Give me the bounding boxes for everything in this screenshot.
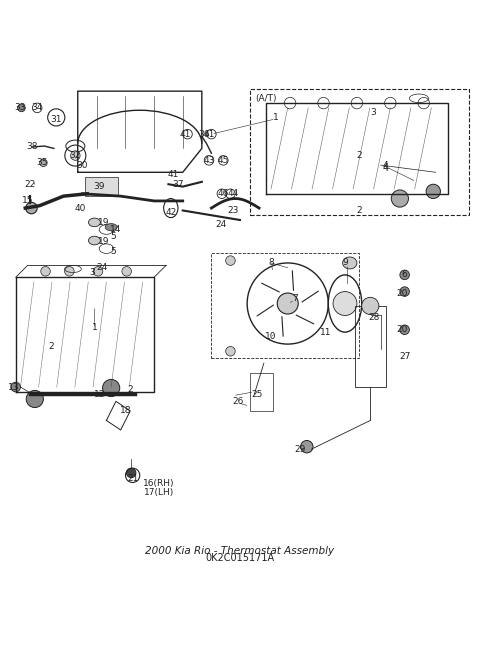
Circle shape xyxy=(65,266,74,276)
Circle shape xyxy=(277,293,298,314)
Text: 15: 15 xyxy=(22,196,34,205)
Text: 30: 30 xyxy=(77,161,88,170)
Text: 24: 24 xyxy=(96,263,107,272)
Text: 41: 41 xyxy=(204,129,215,138)
Text: 9: 9 xyxy=(342,259,348,267)
Text: 19: 19 xyxy=(98,218,110,227)
Bar xyxy=(211,254,360,358)
FancyArrowPatch shape xyxy=(282,317,283,336)
Bar xyxy=(355,306,385,387)
Ellipse shape xyxy=(88,218,100,227)
Text: 1: 1 xyxy=(92,323,97,332)
Text: 18: 18 xyxy=(120,406,131,415)
Text: 1: 1 xyxy=(273,113,279,122)
Text: 31: 31 xyxy=(50,115,62,124)
Text: 3: 3 xyxy=(89,268,95,277)
Ellipse shape xyxy=(88,236,100,245)
Circle shape xyxy=(71,151,80,161)
Text: 3: 3 xyxy=(371,108,376,117)
FancyArrowPatch shape xyxy=(302,291,318,302)
Circle shape xyxy=(39,159,47,166)
Text: 44: 44 xyxy=(227,189,239,198)
Text: 2: 2 xyxy=(48,342,54,351)
Text: 39: 39 xyxy=(94,182,105,191)
Text: 41: 41 xyxy=(168,170,179,179)
Text: 28: 28 xyxy=(368,313,379,322)
Circle shape xyxy=(26,202,37,214)
Text: 6: 6 xyxy=(402,270,408,280)
Circle shape xyxy=(391,190,408,207)
Text: 0K2C015171A: 0K2C015171A xyxy=(205,552,275,563)
Text: 10: 10 xyxy=(265,332,277,341)
Text: 20: 20 xyxy=(396,289,408,298)
Bar xyxy=(250,372,274,411)
FancyArrowPatch shape xyxy=(257,305,274,316)
Text: 33: 33 xyxy=(15,103,26,112)
Text: 8: 8 xyxy=(268,259,274,267)
Text: 43: 43 xyxy=(204,156,215,165)
Text: 42: 42 xyxy=(165,209,177,217)
Text: 38: 38 xyxy=(27,142,38,151)
Text: 2000 Kia Rio - Thermostat Assembly: 2000 Kia Rio - Thermostat Assembly xyxy=(145,547,335,556)
Circle shape xyxy=(362,297,379,315)
Circle shape xyxy=(122,266,132,276)
FancyArrowPatch shape xyxy=(296,315,314,324)
Circle shape xyxy=(226,346,235,356)
Circle shape xyxy=(300,441,313,453)
Text: 2: 2 xyxy=(357,151,362,160)
Text: 41: 41 xyxy=(180,129,191,138)
Text: 24: 24 xyxy=(216,220,227,229)
Text: 37: 37 xyxy=(172,179,184,188)
Circle shape xyxy=(93,266,103,276)
Circle shape xyxy=(11,382,21,392)
Text: 34: 34 xyxy=(32,103,43,112)
Text: 2: 2 xyxy=(357,206,362,215)
Text: 26: 26 xyxy=(232,397,243,406)
Text: 19: 19 xyxy=(98,237,110,246)
Circle shape xyxy=(26,391,43,408)
Circle shape xyxy=(400,270,409,280)
Text: 14: 14 xyxy=(110,225,121,234)
Text: 11: 11 xyxy=(320,328,332,337)
Text: 45: 45 xyxy=(217,156,229,165)
Text: 27: 27 xyxy=(399,352,410,361)
Text: 17(LH): 17(LH) xyxy=(144,489,174,497)
Circle shape xyxy=(126,468,136,478)
FancyArrowPatch shape xyxy=(262,283,279,292)
Text: 22: 22 xyxy=(24,179,36,188)
Text: 46: 46 xyxy=(217,189,229,198)
Text: 5: 5 xyxy=(111,246,117,255)
Circle shape xyxy=(226,256,235,265)
Circle shape xyxy=(400,325,409,335)
Circle shape xyxy=(41,266,50,276)
Text: 20: 20 xyxy=(396,325,408,334)
Ellipse shape xyxy=(105,224,117,231)
Text: 35: 35 xyxy=(36,158,48,167)
Text: 4: 4 xyxy=(383,161,388,170)
Bar xyxy=(85,177,118,196)
Text: 2: 2 xyxy=(127,385,133,394)
Text: 12: 12 xyxy=(94,390,105,398)
Text: 13: 13 xyxy=(8,383,19,391)
Ellipse shape xyxy=(343,257,357,269)
Text: 5: 5 xyxy=(111,232,117,241)
Circle shape xyxy=(18,104,25,112)
Text: 7: 7 xyxy=(292,294,298,304)
Text: 36: 36 xyxy=(198,129,210,138)
Text: 21: 21 xyxy=(127,474,138,483)
Text: 25: 25 xyxy=(251,390,263,398)
Circle shape xyxy=(103,380,120,396)
Text: 23: 23 xyxy=(227,206,239,215)
Text: 32: 32 xyxy=(70,151,81,160)
Text: (A/T): (A/T) xyxy=(255,94,277,103)
Text: 29: 29 xyxy=(294,445,305,454)
Circle shape xyxy=(333,292,357,315)
Text: 4: 4 xyxy=(383,162,389,172)
Text: 40: 40 xyxy=(74,203,86,213)
FancyArrowPatch shape xyxy=(292,271,293,291)
Circle shape xyxy=(400,287,409,296)
Circle shape xyxy=(426,184,441,198)
Text: 16(RH): 16(RH) xyxy=(143,479,175,488)
